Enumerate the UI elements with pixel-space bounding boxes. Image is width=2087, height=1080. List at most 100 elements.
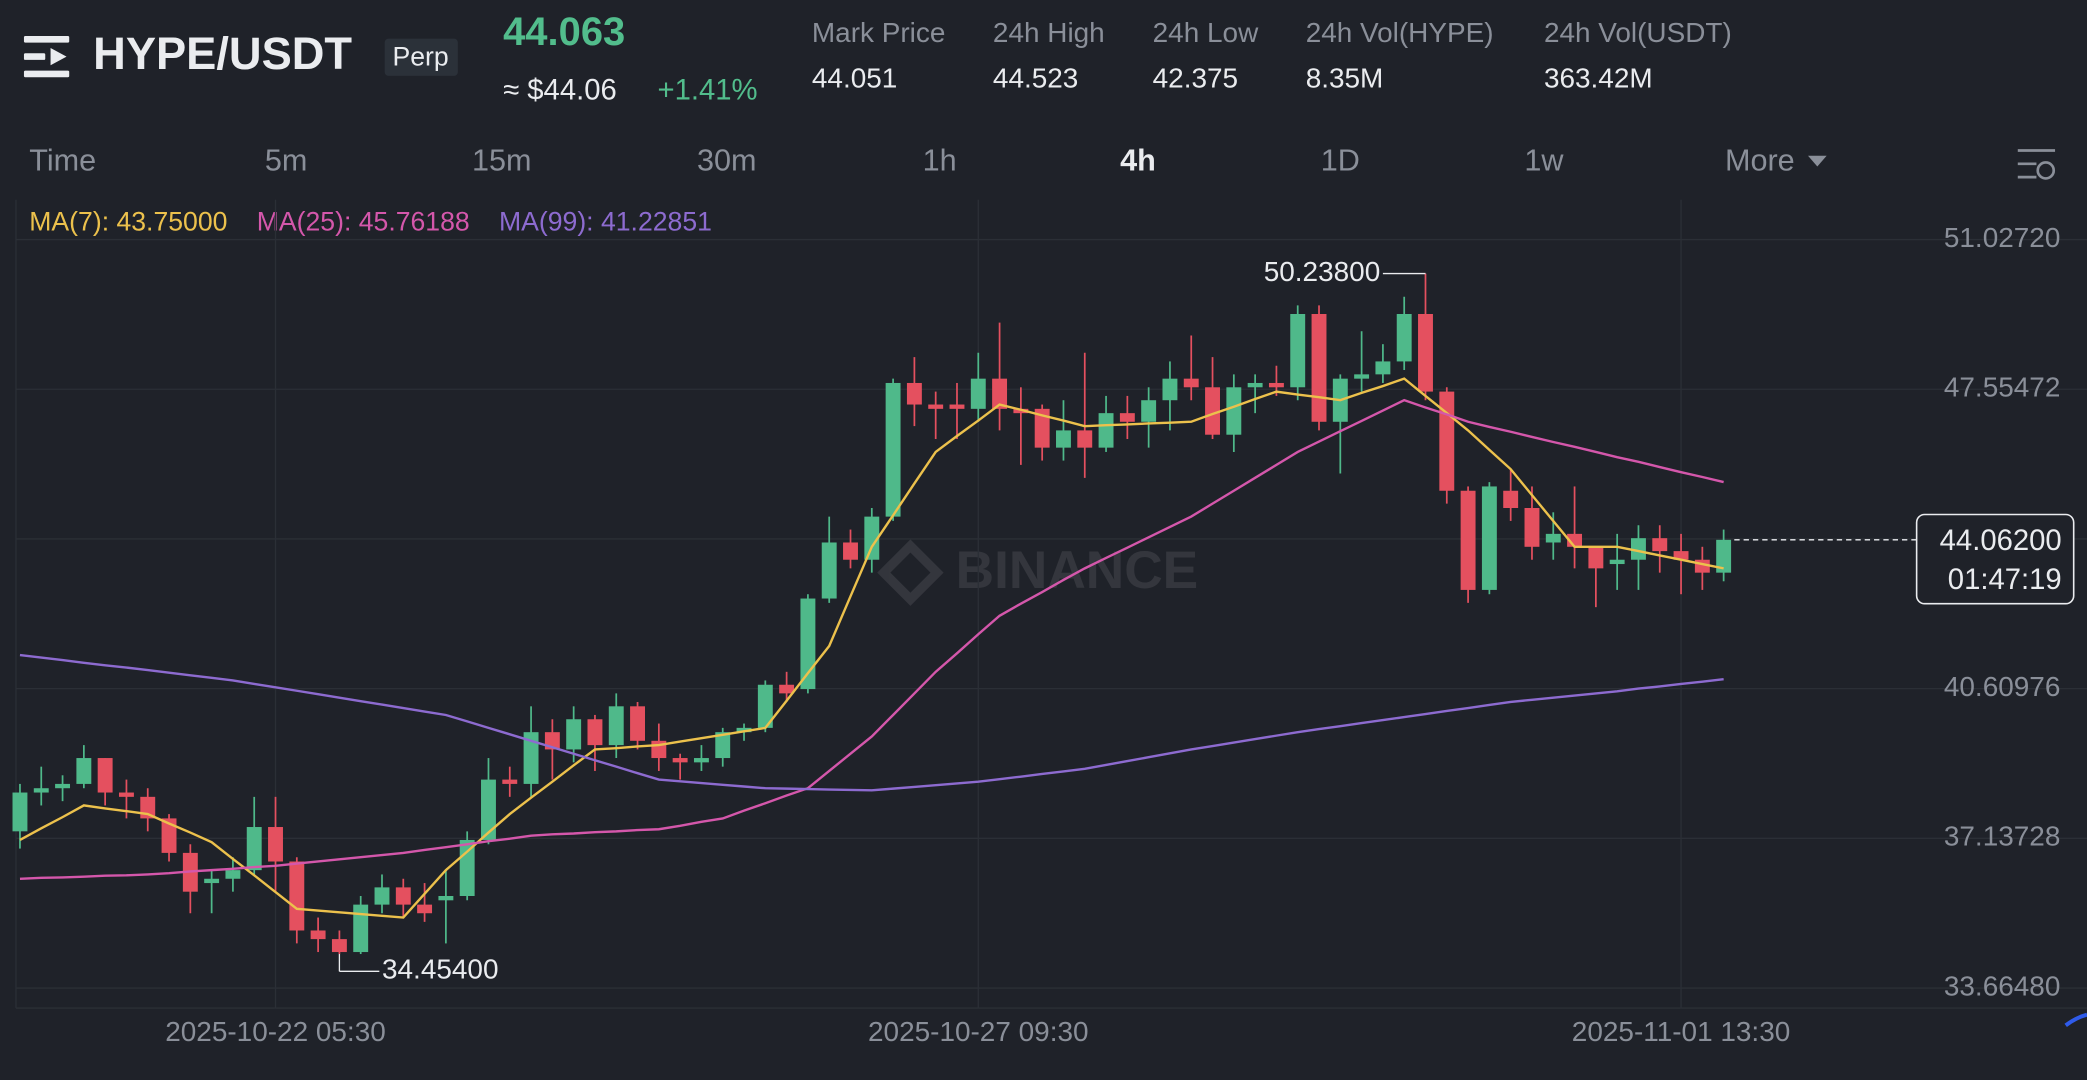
candle-body — [1439, 391, 1455, 491]
stat-value: 363.42M — [1544, 62, 1653, 93]
legend-entry: MA(25): 45.76188 — [257, 207, 470, 237]
candle-body — [566, 719, 582, 750]
candle-body — [55, 783, 71, 789]
tab[interactable]: 5m — [265, 144, 308, 178]
candle-body — [1503, 490, 1519, 508]
menu-arrow — [50, 47, 67, 66]
badge: Perp — [392, 42, 448, 72]
menu-icon[interactable] — [23, 35, 70, 78]
watermark: BINANCE — [877, 539, 1199, 606]
candle-body — [672, 758, 688, 763]
candle-body — [1119, 413, 1135, 422]
candle-body — [331, 939, 347, 953]
watermark-logo — [877, 539, 944, 606]
candle-body — [1673, 551, 1689, 560]
candle-body — [757, 684, 773, 728]
candle-body — [693, 758, 709, 763]
y-tick-label: 40.60976 — [1944, 671, 2061, 702]
candle-body — [204, 878, 220, 884]
tab[interactable]: 30m — [697, 144, 757, 178]
candle-body — [1247, 382, 1263, 388]
badge-bg — [384, 38, 458, 76]
candle-body — [715, 732, 731, 759]
ma-line — [19, 653, 1724, 792]
candle-body — [1396, 313, 1412, 362]
candle-body — [1418, 313, 1433, 392]
candle-body — [395, 887, 411, 905]
y-tick-label: 33.66480 — [1944, 970, 2061, 1001]
stat-label: 24h Vol(USDT) — [1544, 17, 1732, 48]
candle-body — [779, 684, 795, 694]
candle-body — [1162, 378, 1178, 401]
candle-body — [1460, 490, 1476, 590]
symbol[interactable]: HYPE/USDT — [93, 28, 352, 79]
candle-body — [821, 542, 837, 599]
candle-body — [417, 904, 433, 914]
candle-body — [1268, 382, 1284, 388]
stat-value: 8.35M — [1306, 62, 1384, 93]
candle-body — [970, 378, 986, 409]
candle-body — [864, 516, 880, 560]
candle-body — [97, 758, 113, 793]
tab[interactable]: 1D — [1321, 144, 1360, 178]
candle-body — [1716, 539, 1732, 573]
tab[interactable]: 1h — [923, 144, 957, 178]
candle-body — [268, 827, 283, 862]
candle-body — [1631, 538, 1646, 560]
tab[interactable]: Time — [29, 144, 96, 178]
tab[interactable]: 1w — [1524, 144, 1564, 178]
candle-body — [1098, 413, 1114, 448]
candle-body — [1034, 408, 1050, 448]
plot: 2025-10-22 05:30 2025-10-27 09:30 2025-11-… — [12, 199, 2087, 1047]
candle-body — [246, 827, 262, 871]
stat-label: 24h Low — [1153, 17, 1259, 48]
icon-gear — [2036, 161, 2056, 180]
stat-value: 44.523 — [993, 62, 1078, 93]
x-tick-label: 2025-10-22 05:30 — [165, 1016, 386, 1047]
annotation-label: 50.23800 — [1264, 256, 1381, 287]
candle-body — [33, 788, 49, 793]
stat-label: 24h High — [993, 17, 1105, 48]
stat-value: 44.051 — [812, 62, 897, 93]
candle-body — [523, 732, 539, 784]
candle-body — [1141, 400, 1157, 422]
menu-bar — [23, 70, 70, 78]
candle-body — [1205, 387, 1220, 435]
stat-label: 24h Vol(HYPE) — [1306, 17, 1494, 48]
timeframe-tabs: Time 5m 15m 30m 1h 4h 1D 1w More — [29, 144, 1827, 178]
candle-body — [1226, 387, 1242, 435]
candle-body — [1290, 313, 1306, 388]
candle-body — [949, 404, 965, 409]
watermark-text: BINANCE — [956, 541, 1199, 600]
candle-body — [1652, 538, 1668, 552]
last-price: 44.063 — [503, 10, 625, 54]
candle-body — [1056, 430, 1071, 448]
candle-body — [161, 818, 177, 853]
candle-body — [438, 895, 454, 901]
candle-body — [118, 792, 134, 797]
candle-body — [225, 870, 241, 879]
menu-bar — [23, 53, 46, 60]
candle-body — [1375, 361, 1391, 375]
tab[interactable]: 4h — [1120, 144, 1156, 178]
candle-body — [12, 792, 28, 832]
tab[interactable]: More — [1725, 144, 1795, 178]
candle-body — [587, 719, 603, 746]
countdown: 01:47:19 — [1948, 563, 2062, 596]
candle-body — [289, 861, 305, 931]
tab[interactable]: 15m — [472, 144, 532, 178]
legend-entry: MA(99): 41.22851 — [499, 207, 712, 237]
last-price-box — [1915, 513, 2075, 605]
y-tick-label: 37.13728 — [1944, 821, 2061, 852]
candle-body — [928, 404, 944, 409]
candle-body — [630, 706, 646, 741]
candle-body — [800, 598, 816, 690]
candle-body — [76, 758, 92, 784]
ma-legend: MA(7): 43.75000 MA(25): 45.76188 MA(99): 4… — [29, 207, 712, 237]
candle-body — [885, 382, 901, 517]
x-tick-label: 2025-11-01 13:30 — [1572, 1016, 1790, 1047]
candle-body — [310, 930, 326, 940]
candle-body — [1609, 559, 1625, 565]
settings-icon[interactable] — [2017, 149, 2056, 180]
